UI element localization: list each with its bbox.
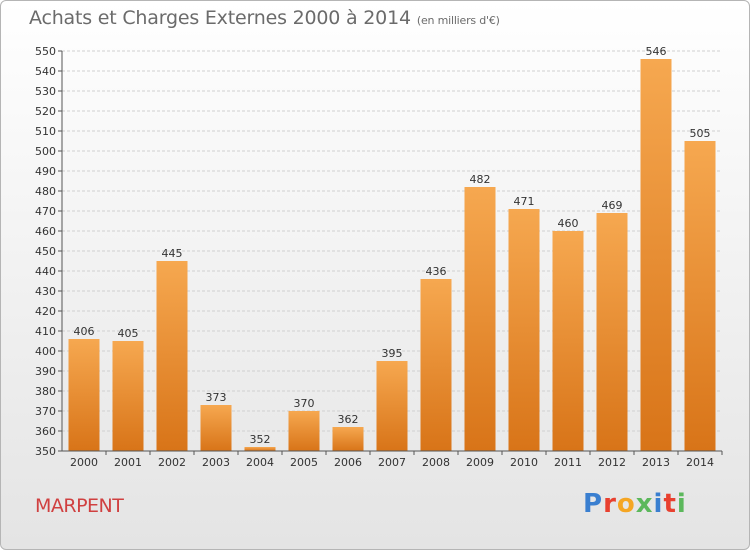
x-tick-label-2007: 2007 [378,456,406,469]
bar-2004 [244,447,276,451]
bar-2014 [684,141,716,451]
y-tick-label-470: 470 [35,205,56,218]
data-label-2004: 352 [250,433,271,446]
logo-letter-5: t [663,489,677,519]
logo-letter-1: r [603,489,617,519]
x-tick-label-2008: 2008 [422,456,450,469]
x-tick-label-2003: 2003 [202,456,230,469]
y-tick-label-460: 460 [35,225,56,238]
chart-title: Achats et Charges Externes 2000 à 2014 (e… [29,7,500,29]
logo-letter-0: P [583,489,604,519]
x-tick-label-2000: 2000 [70,456,98,469]
commune-name: MARPENT [35,495,124,517]
y-tick-label-550: 550 [35,45,56,58]
proxiti-logo: Proxiti [583,489,687,519]
data-label-2012: 469 [602,199,623,212]
x-tick-label-2009: 2009 [466,456,494,469]
x-tick-label-2001: 2001 [114,456,142,469]
bar-2008 [420,279,452,451]
bar-2001 [112,341,144,451]
data-label-2008: 436 [426,265,447,278]
y-tick-label-400: 400 [35,345,56,358]
x-tick-label-2005: 2005 [290,456,318,469]
y-tick-label-530: 530 [35,85,56,98]
logo-letter-4: i [653,489,664,519]
y-tick-label-410: 410 [35,325,56,338]
y-tick-label-370: 370 [35,405,56,418]
x-tick-label-2014: 2014 [686,456,714,469]
chart-title-text: Achats et Charges Externes 2000 à 2014 [29,7,411,29]
y-tick-label-380: 380 [35,385,56,398]
logo-letter-3: x [635,489,654,519]
x-tick-label-2002: 2002 [158,456,186,469]
x-tick-label-2006: 2006 [334,456,362,469]
bar-2010 [508,209,540,451]
data-label-2011: 460 [558,217,579,230]
y-tick-label-450: 450 [35,245,56,258]
bar-2002 [156,261,188,451]
y-tick-label-540: 540 [35,65,56,78]
logo-letter-6: i [676,489,687,519]
bar-2000 [68,339,100,451]
x-tick-label-2004: 2004 [246,456,274,469]
data-label-2003: 373 [206,391,227,404]
y-tick-label-440: 440 [35,265,56,278]
data-label-2010: 471 [514,195,535,208]
y-tick-label-420: 420 [35,305,56,318]
chart-subtitle: (en milliers d'€) [416,14,500,27]
y-tick-label-480: 480 [35,185,56,198]
data-label-2007: 395 [382,347,403,360]
y-tick-label-490: 490 [35,165,56,178]
bar-2012 [596,213,628,451]
data-label-2000: 406 [74,325,95,338]
y-tick-label-520: 520 [35,105,56,118]
y-tick-label-430: 430 [35,285,56,298]
data-labels: 406 405 445 373 352 370 362 395 436 482 471 460 469 5… [74,45,711,446]
x-tick-label-2010: 2010 [510,456,538,469]
bar-2005 [288,411,320,451]
y-tick-label-360: 360 [35,425,56,438]
axes: 350 360 370 380 390 400 410 420 430 440 450 460 470 4… [35,45,723,469]
bar-2011 [552,231,584,451]
data-label-2005: 370 [294,397,315,410]
bar-2009 [464,187,496,451]
x-tick-label-2012: 2012 [598,456,626,469]
bar-2007 [376,361,408,451]
data-label-2001: 405 [118,327,139,340]
bar-2006 [332,427,364,451]
y-tick-label-390: 390 [35,365,56,378]
y-tick-label-500: 500 [35,145,56,158]
data-label-2014: 505 [690,127,711,140]
y-tick-label-510: 510 [35,125,56,138]
x-tick-label-2013: 2013 [642,456,670,469]
y-tick-label-350: 350 [35,445,56,458]
bar-2013 [640,59,672,451]
data-label-2009: 482 [470,173,491,186]
data-label-2006: 362 [338,413,359,426]
bar-2003 [200,405,232,451]
bars [68,59,716,451]
data-label-2013: 546 [646,45,667,58]
data-label-2002: 445 [162,247,183,260]
x-tick-label-2011: 2011 [554,456,582,469]
logo-letter-2: o [616,489,636,519]
